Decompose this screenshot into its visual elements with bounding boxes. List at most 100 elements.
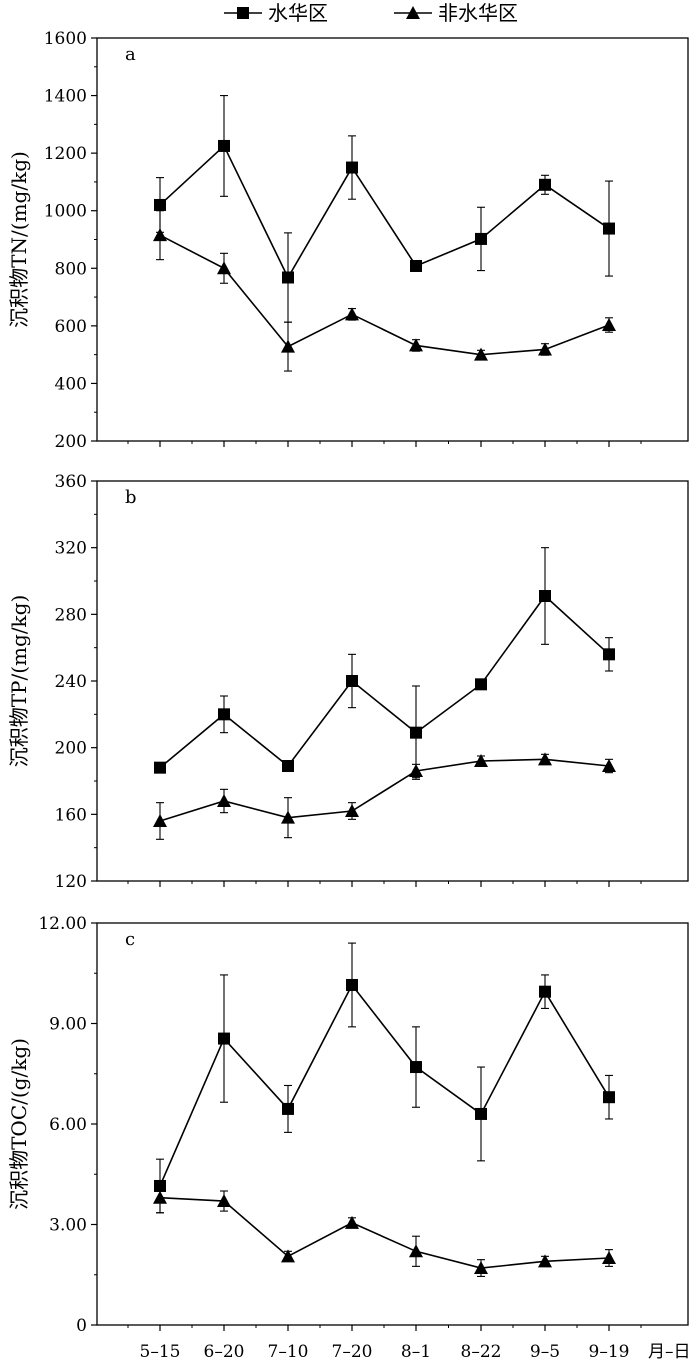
data-point-triangle	[538, 1254, 552, 1268]
data-point-triangle	[281, 1249, 295, 1263]
y-tick-label: 200	[55, 739, 87, 759]
x-tick-label: 7–20	[332, 1342, 373, 1362]
y-tick-label: 1200	[44, 144, 87, 164]
series-bloom	[154, 547, 615, 780]
x-tick-label: 9–5	[530, 1342, 560, 1362]
data-point-square	[218, 708, 230, 721]
y-tick-label: 3.00	[49, 1216, 87, 1236]
y-axis-label: 沉积物TOC/(g/kg)	[7, 1038, 31, 1210]
data-point-square	[154, 198, 166, 211]
plot-frame	[96, 480, 689, 882]
data-point-square	[603, 648, 615, 661]
data-point-triangle	[602, 317, 616, 331]
data-point-triangle	[538, 342, 552, 356]
data-point-square	[475, 1107, 487, 1120]
data-point-square	[346, 978, 358, 991]
x-axis-labels: 5–15 6–20 7–10 7–20 8–1 8–22 9–5 9–19	[140, 1342, 630, 1362]
data-point-square	[603, 1091, 615, 1104]
data-point-triangle	[345, 804, 359, 817]
series-line	[159, 144, 610, 280]
data-point-triangle	[217, 1194, 231, 1208]
x-tick-label: 8–22	[461, 1342, 502, 1362]
y-tick-label: 120	[55, 872, 87, 892]
y-tick-label: 9.00	[49, 1015, 87, 1035]
data-point-square	[410, 726, 422, 739]
plot-frame	[96, 922, 689, 1326]
data-point-triangle	[345, 1215, 359, 1229]
y-tick-label: 1000	[44, 202, 87, 222]
data-point-triangle	[474, 347, 488, 361]
data-point-square	[539, 985, 551, 998]
data-point-triangle	[217, 794, 231, 807]
y-tick-label: 0	[76, 1316, 87, 1336]
data-point-triangle	[281, 339, 295, 353]
data-point-square	[410, 259, 422, 272]
series-nonbloom	[153, 752, 616, 840]
data-point-square	[475, 678, 487, 691]
y-tick-label: 1600	[44, 29, 87, 49]
legend-label-nonbloom: 非水华区	[438, 1, 518, 25]
data-point-triangle	[409, 1244, 423, 1258]
data-point-triangle	[217, 261, 231, 275]
x-tick-label: 8–1	[401, 1342, 431, 1362]
data-point-square	[475, 232, 487, 245]
data-point-square	[410, 1061, 422, 1074]
x-axis-unit-label: 月–日	[648, 1342, 691, 1362]
panel-b: 120 160 200 240 280 320 360 b 沉积物TP/(mg/kg)	[7, 472, 689, 892]
series-line	[159, 234, 610, 356]
data-point-square	[603, 222, 615, 235]
data-point-triangle	[345, 307, 359, 321]
series-line	[159, 983, 610, 1187]
y-tick-label: 800	[55, 259, 87, 279]
legend-square-marker	[237, 7, 249, 19]
series-line	[159, 594, 610, 769]
legend-label-bloom: 水华区	[268, 1, 328, 25]
data-point-square	[539, 178, 551, 191]
panel-letter: c	[125, 929, 135, 950]
data-point-triangle	[602, 759, 616, 772]
data-point-square	[282, 271, 294, 284]
legend-entry-nonbloom: 非水华区	[394, 1, 518, 25]
y-tick-label: 400	[55, 374, 87, 394]
y-axis-label: 沉积物TP/(mg/kg)	[7, 595, 31, 768]
series-nonbloom	[153, 1182, 616, 1277]
data-point-square	[282, 760, 294, 772]
series-bloom	[154, 942, 615, 1214]
data-point-square	[282, 1102, 294, 1115]
legend: 水华区 非水华区	[224, 1, 518, 25]
legend-triangle-marker	[406, 6, 420, 19]
data-point-square	[346, 161, 358, 174]
panel-letter: a	[125, 44, 136, 65]
chart-panels: 2004006008001000120014001600a沉积物TN/(mg/k…	[7, 29, 689, 1336]
data-point-triangle	[409, 338, 423, 352]
y-tick-label: 280	[55, 605, 87, 625]
x-tick-label: 9–19	[589, 1342, 630, 1362]
series-line	[159, 758, 610, 822]
data-point-square	[346, 675, 358, 687]
data-point-triangle	[409, 764, 423, 777]
x-tick-label: 7–10	[268, 1342, 309, 1362]
x-tick-label: 5–15	[140, 1342, 181, 1362]
x-tick-label: 6–20	[204, 1342, 245, 1362]
y-tick-label: 12.00	[38, 914, 87, 934]
data-point-triangle	[153, 814, 167, 827]
data-point-triangle	[474, 1261, 488, 1275]
plot-frame	[96, 37, 689, 442]
y-tick-label: 6.00	[49, 1115, 87, 1135]
data-point-triangle	[153, 228, 167, 242]
data-point-square	[154, 761, 166, 774]
data-point-triangle	[474, 754, 488, 767]
data-point-triangle	[538, 752, 552, 766]
data-point-square	[218, 1032, 230, 1045]
y-tick-label: 240	[55, 672, 87, 692]
series-bloom	[154, 95, 615, 323]
y-tick-label: 160	[55, 805, 87, 825]
data-point-square	[539, 590, 551, 602]
panel-letter: b	[125, 487, 137, 508]
data-point-triangle	[281, 810, 295, 824]
panel-a: 200 400 600 800 1000 1200 1400 1600 a 沉积物TN/(mg/k…	[7, 29, 689, 452]
y-tick-label: 200	[55, 432, 87, 452]
data-point-square	[218, 139, 230, 152]
y-axis-label: 沉积物TN/(mg/kg)	[7, 151, 31, 328]
panel-c: 0 3.00 6.00 9.00 12.00 c 沉积物TOC/(g/kg)	[7, 914, 689, 1336]
